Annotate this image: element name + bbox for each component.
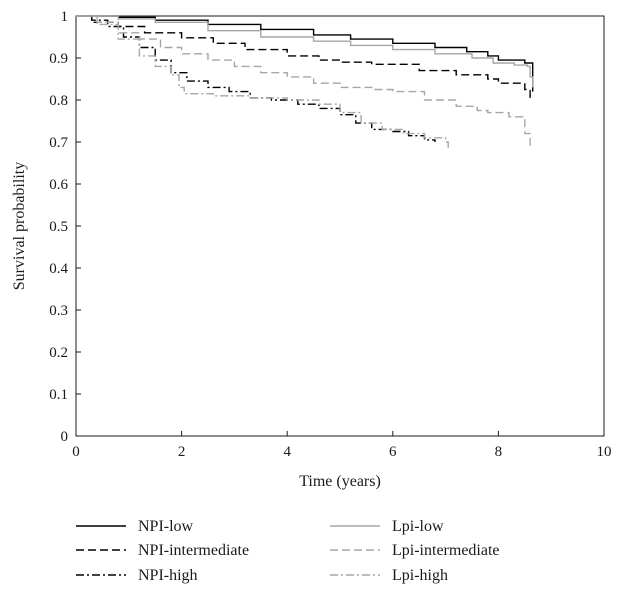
y-tick-label: 1 [61, 9, 69, 25]
x-tick-label: 10 [597, 444, 612, 460]
y-tick-label: 0.6 [49, 177, 68, 193]
y-tick-label: 0 [61, 429, 69, 445]
y-axis-title: Survival probability [11, 162, 28, 290]
plot-frame [75, 15, 605, 437]
legend-label: Lpi-intermediate [392, 542, 500, 559]
y-tick-label: 0.4 [49, 261, 68, 277]
y-tick-label: 0.1 [49, 387, 68, 403]
y-tick-label: 0.7 [49, 135, 68, 151]
y-tick-label: 0.2 [49, 345, 68, 361]
y-tick-label: 0.3 [49, 303, 68, 319]
y-axis: 0 0.1 0.2 0.3 0.4 0.5 0.6 0.7 0.8 0.9 1 [49, 9, 81, 445]
x-tick-label: 6 [389, 444, 397, 460]
series-line-lpi-low [76, 15, 534, 88]
legend-label: NPI-low [138, 518, 194, 535]
x-tick-label: 8 [495, 444, 503, 460]
plot-series [76, 15, 534, 149]
x-axis-title: Time (years) [299, 473, 381, 490]
x-tick-label: 2 [178, 444, 186, 460]
series-line-lpi-intermediate [76, 15, 531, 147]
legend-label: NPI-intermediate [138, 542, 249, 559]
series-line-lpi-high [76, 15, 449, 149]
y-tick-label: 0.8 [49, 93, 68, 109]
legend-label: NPI-high [138, 567, 198, 584]
y-tick-label: 0.9 [49, 51, 68, 67]
legend-label: Lpi-low [392, 518, 444, 535]
legend: NPI-low NPI-intermediate NPI-high Lpi-low Lp… [76, 518, 500, 584]
series-line-npi-low [76, 15, 534, 92]
x-tick-label: 0 [72, 444, 80, 460]
series-line-npi-intermediate [76, 15, 531, 100]
x-axis: 0 2 4 6 8 10 [72, 431, 612, 460]
legend-label: Lpi-high [392, 567, 448, 584]
x-tick-label: 4 [283, 444, 291, 460]
y-tick-label: 0.5 [49, 219, 68, 235]
